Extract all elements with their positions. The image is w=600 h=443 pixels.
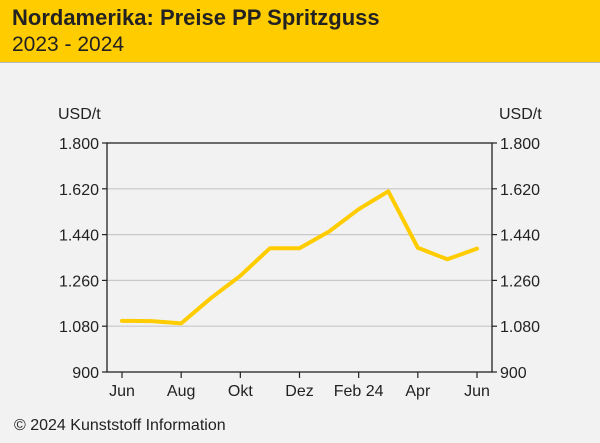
y-tick-label-right-0: 900 — [500, 365, 527, 382]
x-tick-label-1: Aug — [167, 383, 195, 400]
x-tick-label-6: Jun — [464, 383, 490, 400]
x-tick-label-3: Dez — [285, 383, 313, 400]
x-tick-label-2: Okt — [228, 383, 253, 400]
y-tick-label-left-2: 1.260 — [59, 273, 99, 290]
y-axis-label-right: USD/t — [499, 106, 542, 123]
y-tick-label-left-5: 1.800 — [59, 136, 99, 153]
y-tick-label-left-0: 900 — [72, 365, 99, 382]
y-axis-label-left: USD/t — [58, 106, 101, 123]
y-tick-label-right-2: 1.260 — [500, 273, 540, 290]
y-tick-label-right-3: 1.440 — [500, 228, 540, 245]
y-tick-label-right-5: 1.800 — [500, 136, 540, 153]
y-tick-label-right-4: 1.620 — [500, 182, 540, 199]
x-tick-label-5: Apr — [405, 383, 431, 400]
chart-header: Nordamerika: Preise PP Spritzguss 2023 -… — [0, 0, 600, 63]
chart-title: Nordamerika: Preise PP Spritzguss — [12, 5, 380, 30]
plot-frame — [106, 142, 493, 373]
y-tick-label-right-1: 1.080 — [500, 319, 540, 336]
y-tick-label-left-4: 1.620 — [59, 182, 99, 199]
series-line-0 — [120, 189, 479, 326]
copyright-footer: © 2024 Kunststoff Information — [14, 417, 226, 434]
x-tick-label-0: Jun — [109, 383, 135, 400]
chart-subtitle: 2023 - 2024 — [12, 33, 125, 56]
x-tick-label-4: Feb 24 — [334, 383, 384, 400]
y-tick-label-left-3: 1.440 — [59, 228, 99, 245]
y-tick-label-left-1: 1.080 — [59, 319, 99, 336]
